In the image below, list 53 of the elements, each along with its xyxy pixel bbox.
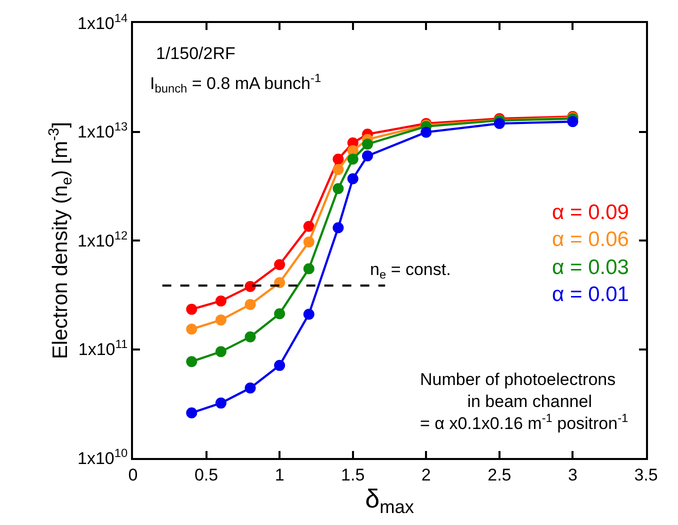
point [274, 259, 286, 270]
point [567, 116, 578, 128]
y-tick-label: 1x10$^{10}$ [77, 446, 128, 468]
point [244, 331, 256, 342]
annotation: n$_{e}$ = const. [370, 260, 451, 282]
y-tick-label: 1x10$^{12}$ [77, 228, 128, 250]
point [186, 304, 198, 315]
point [494, 118, 505, 130]
text: α = 0.01 [552, 283, 629, 306]
point [215, 346, 226, 358]
point [244, 280, 256, 292]
x-tick-label: 2 [421, 465, 431, 484]
x-tick-label: 2.5 [488, 465, 512, 484]
point [274, 308, 286, 320]
annotation: Number of photoelectrons in beam channel = α x0.1x0.16 m$^{-1}$ positron$^{-1}$ [420, 370, 629, 434]
x-axis-title: δ$_{max}$ [365, 484, 414, 518]
point [362, 150, 374, 162]
x-tick-label: 0.5 [194, 465, 218, 484]
point [186, 407, 198, 418]
text: α = 0.06 [552, 228, 629, 251]
point [347, 173, 358, 184]
point [186, 356, 198, 368]
annotation: 1/150/2RF [156, 44, 236, 63]
y-tick-label: 1x10$^{14}$ [77, 10, 128, 33]
point [332, 183, 344, 194]
point [303, 236, 314, 248]
point [303, 263, 314, 274]
point [420, 126, 432, 138]
point [274, 277, 286, 288]
point [332, 164, 344, 175]
point [244, 298, 256, 310]
point [362, 138, 374, 150]
point [303, 220, 314, 232]
x-tick-label: 1 [274, 465, 284, 484]
x-tick-label: 0 [128, 465, 138, 484]
y-tick-label: 1x10$^{13}$ [77, 120, 128, 142]
x-tick-label: 1.5 [341, 465, 365, 484]
text: α = 0.09 [552, 201, 629, 224]
point [244, 382, 256, 394]
point [303, 308, 314, 320]
x-tick-label: 3.5 [634, 465, 658, 484]
annotation: I$_{bunch}$ = 0.8 mA bunch$^{-1}$ [150, 71, 322, 96]
point [332, 222, 344, 234]
point [215, 398, 226, 409]
point [215, 314, 226, 326]
point [215, 295, 226, 306]
text: α = 0.03 [552, 256, 629, 279]
point [186, 324, 198, 335]
point [332, 154, 344, 165]
y-tick-label: 1x10$^{11}$ [78, 337, 128, 360]
x-tick-label: 3 [568, 465, 578, 484]
point [274, 360, 286, 371]
point [347, 154, 358, 165]
